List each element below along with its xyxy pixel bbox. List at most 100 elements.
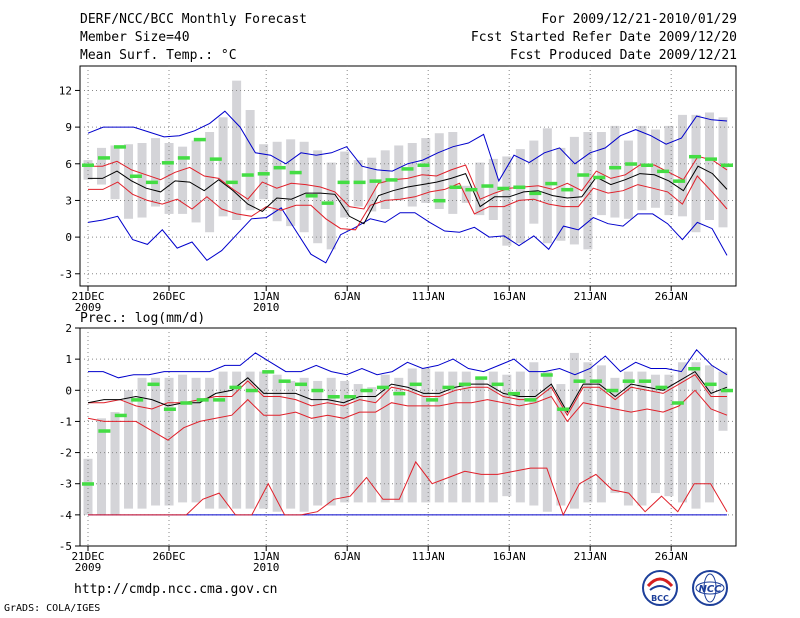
spread-box: [583, 362, 593, 503]
observed-marker: [229, 385, 242, 390]
spread-box: [515, 371, 525, 503]
x-tick-label: 6JAN: [334, 550, 361, 563]
spread-box: [502, 156, 512, 246]
observed-marker: [721, 388, 733, 393]
spread-box: [394, 377, 404, 503]
observed-marker: [337, 180, 350, 185]
observed-marker: [180, 401, 193, 405]
observed-marker: [97, 156, 110, 160]
observed-marker: [606, 388, 619, 393]
spread-box: [205, 132, 215, 233]
spread-box: [448, 371, 458, 503]
spread-box: [326, 377, 336, 506]
spread-box: [664, 374, 674, 497]
observed-marker: [529, 191, 542, 196]
spread-box: [340, 380, 350, 503]
spread-box: [637, 371, 647, 506]
spread-box: [556, 384, 566, 506]
x-tick-label: 26JAN: [655, 290, 688, 303]
spread-box: [407, 143, 417, 207]
observed-marker: [557, 407, 570, 411]
spread-box: [380, 150, 390, 209]
observed-marker: [671, 401, 684, 405]
y-tick-label: -3: [59, 268, 72, 281]
spread-box: [124, 390, 134, 509]
spread-box: [286, 380, 296, 509]
observed-marker: [491, 382, 504, 387]
spread-box: [151, 377, 161, 506]
spread-box: [623, 140, 633, 219]
observed-marker: [273, 165, 286, 170]
observed-marker: [481, 184, 494, 188]
x-tick-label: 21JAN: [574, 290, 607, 303]
x-tick-label: 26DEC: [152, 290, 185, 303]
spread-box: [502, 374, 512, 497]
spread-box: [596, 365, 606, 503]
temperature-panel: -3 0 3 6 9 12 21DEC 26DEC 1JAN 6JAN 11JAN 16JAN 21JA…: [59, 65, 737, 314]
spread-box: [407, 368, 417, 503]
website-url[interactable]: http://cmdp.ncc.cma.gov.cn: [74, 582, 278, 597]
y-tick-label: -2: [59, 447, 72, 460]
spread-box: [677, 362, 687, 503]
observed-marker: [673, 179, 686, 183]
temp-variable-label: Mean Surf. Temp.: °C: [80, 48, 237, 63]
observed-marker: [82, 163, 94, 167]
spread-box: [259, 371, 269, 509]
spread-box: [83, 160, 93, 180]
observed-marker: [147, 382, 160, 387]
observed-marker: [401, 167, 414, 171]
spread-box: [488, 371, 498, 503]
spread-box: [178, 146, 188, 214]
forecast-produced-date: Fcst Produced Date 2009/12/21: [510, 48, 737, 63]
x-tick-label: 16JAN: [493, 550, 526, 563]
observed-marker: [721, 163, 733, 167]
observed-marker: [245, 388, 258, 393]
y-tick-label: 6: [65, 158, 72, 171]
observed-marker: [311, 388, 324, 393]
observed-marker: [417, 163, 430, 167]
x-tick-label: 11JAN: [412, 550, 445, 563]
spread-box: [569, 352, 579, 509]
spread-box: [461, 371, 471, 503]
max-line: [87, 110, 728, 183]
x-year-label: 2009: [75, 301, 102, 314]
spread-box: [272, 141, 282, 222]
observed-marker: [465, 187, 478, 192]
spread-box: [137, 377, 147, 509]
spread-box: [164, 377, 174, 506]
observed-marker: [193, 137, 206, 142]
precip-variable-label: Prec.: log(mm/d): [80, 311, 206, 326]
x-tick-label: 26JAN: [655, 550, 688, 563]
spread-box: [272, 374, 282, 512]
x-year-label: 2010: [253, 301, 280, 314]
observed-marker: [209, 157, 222, 161]
observed-marker: [327, 395, 340, 399]
spread-box: [475, 377, 485, 503]
x-tick-label: 26DEC: [152, 550, 185, 563]
observed-marker: [609, 165, 622, 170]
observed-marker: [161, 161, 174, 165]
spread-box: [191, 140, 201, 223]
upper-spread-line: [88, 155, 728, 210]
observed-marker: [577, 173, 590, 177]
y-tick-label: 1: [65, 353, 72, 366]
observed-marker: [540, 373, 553, 377]
x-tick-label: 21DEC: [71, 550, 104, 563]
min-line: [87, 207, 728, 264]
spread-box: [718, 117, 728, 228]
observed-marker: [442, 385, 455, 390]
low-percentile-line: [88, 460, 728, 517]
spread-box: [380, 374, 390, 503]
spread-box: [326, 162, 336, 250]
observed-marker: [704, 382, 717, 387]
spread-box: [556, 147, 566, 241]
observed-marker: [295, 382, 307, 387]
spread-box: [191, 377, 201, 503]
spread-box: [542, 371, 552, 512]
spread-box: [475, 162, 485, 216]
spread-box: [421, 138, 431, 203]
observed-marker: [305, 194, 318, 198]
spread-box: [299, 141, 309, 233]
observed-marker: [369, 179, 382, 183]
